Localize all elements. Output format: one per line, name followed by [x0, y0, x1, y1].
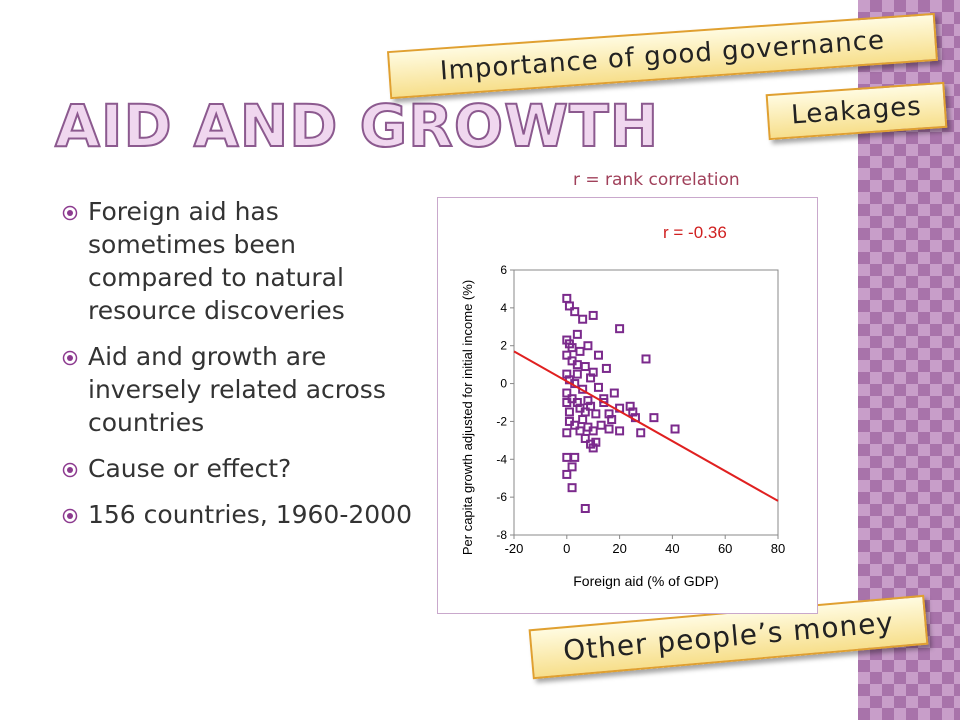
- point: [575, 346, 585, 356]
- trend-line: [513, 350, 779, 502]
- point: [578, 314, 588, 324]
- bullet-text: 156 countries, 1960-2000: [88, 500, 412, 529]
- point: [562, 469, 572, 479]
- point: [636, 428, 646, 438]
- point: [615, 426, 625, 436]
- point: [615, 324, 625, 334]
- point: [580, 362, 590, 372]
- point: [588, 310, 598, 320]
- point: [604, 409, 614, 419]
- point: [588, 426, 598, 436]
- point: [583, 396, 593, 406]
- point: [593, 382, 603, 392]
- y-axis-label: Per capita growth adjusted for initial i…: [460, 280, 475, 555]
- point: [586, 373, 596, 383]
- point: [572, 329, 582, 339]
- point: [670, 424, 680, 434]
- y-tick-label: 2: [500, 339, 507, 353]
- point: [641, 354, 651, 364]
- point: [562, 398, 572, 407]
- x-tick-label: 40: [665, 541, 679, 556]
- y-tick-label: -8: [496, 528, 507, 542]
- plot-area: [513, 269, 779, 536]
- point: [649, 413, 659, 423]
- point: [562, 350, 572, 360]
- bullet-icon: [62, 508, 78, 524]
- point: [570, 420, 580, 430]
- point: [567, 462, 577, 472]
- bullet-icon: [62, 350, 78, 366]
- y-tick-label: 0: [500, 377, 507, 391]
- x-tick-label: 60: [718, 541, 732, 556]
- x-axis-label: Foreign aid (% of GDP): [573, 573, 719, 589]
- point: [604, 424, 614, 434]
- point: [567, 483, 577, 493]
- note: r = rank correlation: [573, 170, 740, 190]
- y-tick-label: -2: [496, 414, 507, 428]
- bullet: 156 countries, 1960-2000: [62, 498, 422, 531]
- bullet-text: Foreign aid has sometimes been compared …: [88, 197, 345, 325]
- bullet-icon: [62, 462, 78, 478]
- point: [578, 415, 588, 425]
- point: [593, 350, 603, 360]
- callout: Importance of good governance: [386, 12, 939, 100]
- bullet-text: Aid and growth are inversely related acr…: [88, 342, 386, 437]
- annotation: r = -0.36: [663, 223, 727, 242]
- point: [601, 363, 611, 373]
- y-tick-label: 6: [500, 263, 507, 277]
- x-tick-label: 0: [563, 541, 570, 556]
- bullet: Foreign aid has sometimes been compared …: [62, 195, 422, 327]
- point: [562, 388, 572, 398]
- bullet-text: Cause or effect?: [88, 454, 292, 483]
- point: [609, 388, 619, 398]
- point: [580, 433, 590, 443]
- point: [580, 504, 590, 513]
- x-tick-label: -20: [505, 541, 524, 556]
- x-tick-label: 20: [612, 541, 626, 556]
- point: [564, 407, 574, 417]
- point: [591, 409, 601, 419]
- point: [570, 307, 580, 317]
- bullet-icon: [62, 205, 78, 221]
- point: [625, 401, 635, 411]
- bullet: Cause or effect?: [62, 452, 422, 485]
- bullet-list: Foreign aid has sometimes been compared …: [62, 195, 422, 544]
- point: [583, 341, 593, 351]
- x-tick-label: 80: [771, 541, 785, 556]
- point: [591, 437, 601, 447]
- point: [570, 452, 580, 462]
- y-tick-label: -4: [496, 452, 507, 466]
- point: [562, 428, 572, 438]
- point: [572, 369, 582, 379]
- y-tick-label: 4: [500, 301, 507, 315]
- point: [564, 301, 574, 311]
- y-tick-label: -6: [496, 490, 507, 504]
- title: AID AND GROWTH: [54, 91, 660, 161]
- point: [575, 426, 585, 436]
- bullet: Aid and growth are inversely related acr…: [62, 340, 422, 439]
